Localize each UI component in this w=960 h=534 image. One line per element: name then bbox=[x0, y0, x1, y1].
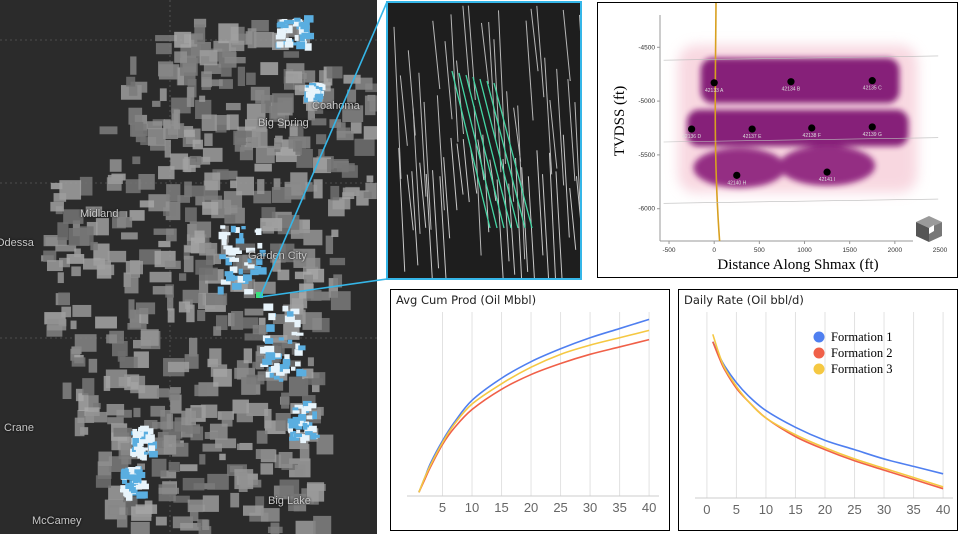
y-tick-label: -6000 bbox=[638, 206, 655, 213]
well-point bbox=[868, 123, 876, 131]
place-label: Coahoma bbox=[312, 100, 360, 112]
well-point bbox=[808, 124, 816, 132]
well-point bbox=[688, 125, 696, 133]
grid-lines bbox=[706, 312, 944, 498]
legend-label: Formation 1 bbox=[831, 330, 892, 344]
highlighted-wells bbox=[120, 15, 326, 501]
view-cube-icon[interactable] bbox=[913, 213, 945, 245]
well-label: 42137 E bbox=[743, 134, 762, 140]
x-tick-label: 25 bbox=[847, 502, 861, 517]
vertical-well-trace bbox=[714, 2, 721, 242]
series-line bbox=[712, 341, 944, 475]
x-tick-label: 35 bbox=[906, 502, 920, 517]
place-label: Odessa bbox=[0, 237, 34, 249]
x-tick-label: 1500 bbox=[842, 247, 857, 254]
well-label: 42140 H bbox=[727, 180, 746, 186]
stress-heatmap-cloud bbox=[678, 45, 918, 193]
well-point bbox=[710, 79, 718, 87]
legend-marker bbox=[813, 363, 825, 375]
x-tick-label: 0 bbox=[703, 502, 710, 517]
place-label: McCamey bbox=[32, 515, 82, 527]
x-tick-label: 10 bbox=[759, 502, 773, 517]
x-tick-label: 25 bbox=[553, 500, 567, 515]
y-axis-label: TVDSS (ft) bbox=[612, 86, 628, 156]
layer-line bbox=[663, 137, 939, 143]
series-line bbox=[712, 334, 944, 488]
x-tick-label: 40 bbox=[936, 502, 950, 517]
lease-map-canvas bbox=[0, 0, 377, 534]
zoomed-well-view[interactable] bbox=[386, 1, 582, 280]
series-line bbox=[418, 338, 650, 493]
lease-blocks bbox=[41, 18, 377, 534]
x-tick-label: 15 bbox=[788, 502, 802, 517]
legend-label: Formation 3 bbox=[831, 362, 892, 376]
avg-cum-prod-panel: Avg Cum Prod (Oil Mbbl) 5 10 15 20 25 30 35 40 bbox=[390, 289, 670, 531]
x-tick-label: 30 bbox=[877, 502, 891, 517]
chart-title: Daily Rate (Oil bbl/d) bbox=[684, 293, 804, 307]
legend-marker bbox=[813, 331, 825, 343]
selected-well bbox=[256, 292, 263, 298]
daily-rate-panel: Daily Rate (Oil bbl/d) 0 5 10 15 20 25 30 35 40 F… bbox=[678, 289, 958, 531]
place-label: Big Lake bbox=[268, 495, 311, 507]
x-tick-label: 10 bbox=[465, 500, 479, 515]
well-point bbox=[748, 125, 756, 133]
x-tick-label: 40 bbox=[642, 500, 656, 515]
x-axis-label: Distance Along Shmax (ft) bbox=[717, 257, 878, 273]
layer-line bbox=[663, 55, 939, 61]
well-cross-section-panel: -500 0 500 1000 1500 2000 2500 -4500 -5000 -5500-… bbox=[597, 2, 958, 278]
grid-lines bbox=[442, 312, 650, 496]
selected-laterals bbox=[451, 70, 533, 229]
x-tick-label: 1000 bbox=[797, 247, 812, 254]
chart-title: Avg Cum Prod (Oil Mbbl) bbox=[396, 293, 537, 307]
x-tick-label: 20 bbox=[524, 500, 538, 515]
x-tick-label: 2500 bbox=[933, 247, 948, 254]
layer-line bbox=[663, 198, 939, 204]
series-lines bbox=[418, 318, 650, 493]
y-tick-label: -4500 bbox=[638, 44, 655, 51]
well-label: 42138 F bbox=[803, 133, 821, 139]
place-label: Crane bbox=[4, 422, 34, 434]
series-line bbox=[418, 318, 650, 493]
legend: Formation 1 Formation 2 Formation 3 bbox=[813, 330, 892, 376]
well-points: 42133 A 42134 B 42135 C 42136 D 42137 E 42138… bbox=[682, 77, 882, 186]
x-tick-label: 20 bbox=[818, 502, 832, 517]
well-point bbox=[823, 168, 831, 176]
x-tick-label: -500 bbox=[663, 247, 676, 254]
field-map[interactable]: Odessa Midland Garden City Big Spring Co… bbox=[0, 0, 377, 534]
well-label: 42139 G bbox=[863, 132, 882, 138]
well-label: 42134 B bbox=[782, 87, 801, 93]
well-label: 42135 C bbox=[863, 86, 882, 92]
y-tick-label: -5500 bbox=[638, 152, 655, 159]
x-tick-label: 0 bbox=[712, 247, 716, 254]
x-tick-label: 15 bbox=[494, 500, 508, 515]
well-point bbox=[868, 77, 876, 85]
x-tick-label: 5 bbox=[439, 500, 446, 515]
x-tick-label: 500 bbox=[754, 247, 765, 254]
y-tick-label: -5000 bbox=[638, 98, 655, 105]
well-label: 42133 A bbox=[705, 88, 724, 94]
series-line bbox=[418, 329, 650, 493]
well-point bbox=[733, 171, 741, 179]
place-label: Big Spring bbox=[258, 117, 309, 129]
legend-marker bbox=[813, 347, 825, 359]
avg-cum-prod-chart: 5 10 15 20 25 30 35 40 bbox=[407, 312, 659, 515]
well-cross-section-chart: -500 0 500 1000 1500 2000 2500-4500-5000-5500-… bbox=[612, 2, 948, 273]
zoomed-laterals bbox=[393, 5, 580, 278]
x-tick-label: 35 bbox=[612, 500, 626, 515]
well-point bbox=[787, 78, 795, 86]
lateral-lines bbox=[393, 5, 580, 278]
series-line bbox=[712, 341, 944, 490]
cross-section-axes: -500 0 500 1000 1500 2000 2500-4500-5000-5500-… bbox=[638, 2, 948, 254]
place-label: Midland bbox=[80, 208, 119, 220]
x-tick-label: 2000 bbox=[888, 247, 903, 254]
series-lines bbox=[712, 334, 944, 490]
well-label: 42141 I bbox=[819, 177, 836, 183]
well-label: 42136 D bbox=[682, 134, 701, 140]
legend-label: Formation 2 bbox=[831, 346, 892, 360]
x-tick-label: 30 bbox=[583, 500, 597, 515]
x-tick-label: 5 bbox=[733, 502, 740, 517]
